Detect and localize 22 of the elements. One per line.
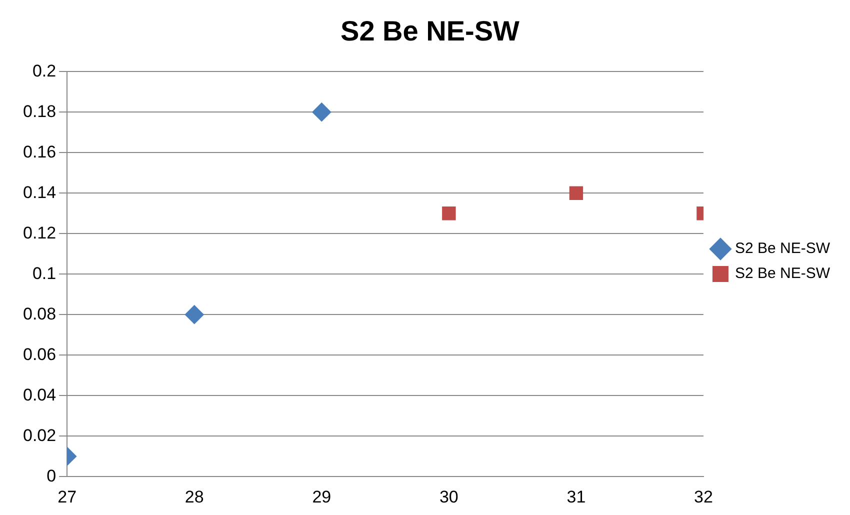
y-tick-label: 0.02 (22, 426, 56, 445)
y-tick-label: 0.08 (22, 304, 56, 324)
y-tick-label: 0.2 (32, 61, 56, 80)
y-tick-label: 0.14 (22, 182, 56, 202)
y-tick-label: 0 (46, 466, 56, 486)
point (312, 102, 332, 122)
legend-label: S2 Be NE-SW (734, 265, 831, 282)
x-tick-label: 29 (312, 487, 332, 506)
x-tick-label: 28 (184, 487, 204, 506)
y-tick-label: 0.04 (22, 385, 56, 404)
chart-title: S2 Be NE-SW (340, 16, 520, 47)
y-tick-label: 0.1 (32, 264, 56, 283)
y-tick-label: 0.12 (22, 223, 56, 242)
x-tick-label: 27 (58, 487, 77, 506)
x-tick-label: 31 (566, 487, 586, 506)
y-tick-label: 0.06 (22, 344, 56, 364)
y-tick-label: 0.16 (22, 142, 56, 162)
point (442, 206, 456, 220)
legend-label: S2 Be NE-SW (734, 240, 831, 258)
x-tick-label: 32 (694, 487, 713, 506)
y-tick-label: 0.18 (22, 102, 56, 121)
x-tick-label: 30 (439, 487, 458, 506)
